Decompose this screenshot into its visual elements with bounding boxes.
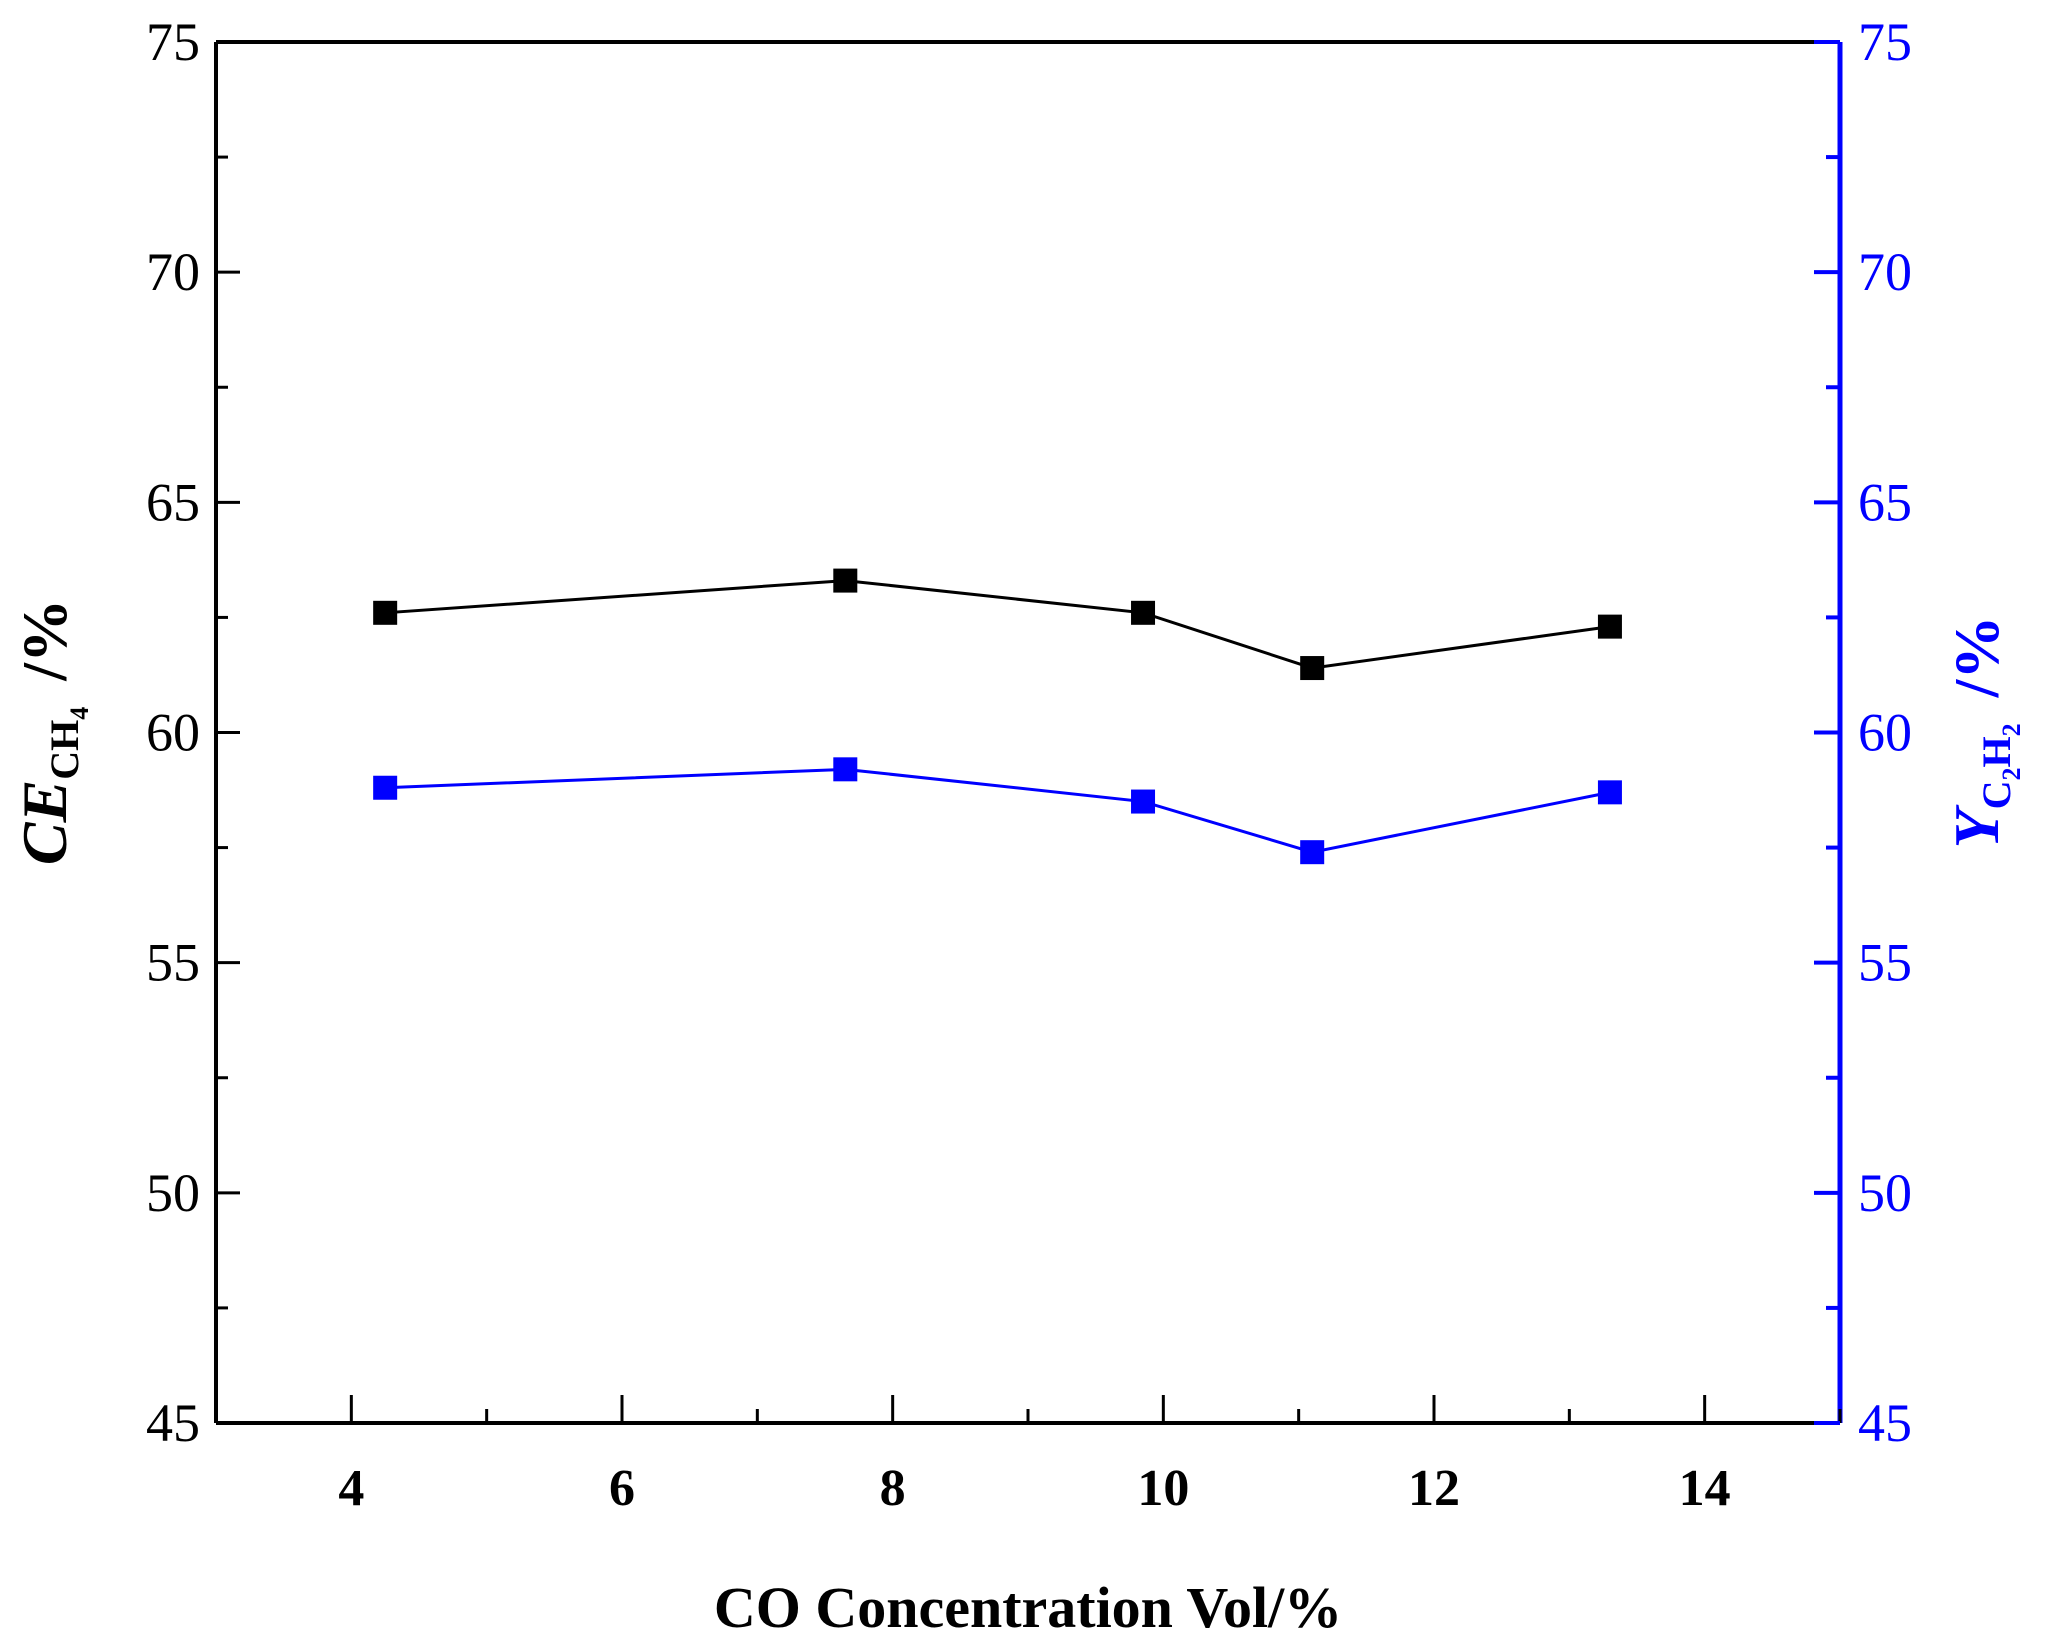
y-right-tick-label: 50 — [1858, 1163, 1912, 1223]
series-1-point — [1597, 780, 1622, 805]
y-left-tick-label: 55 — [146, 933, 200, 993]
x-axis-title: CO Concentration Vol/% — [714, 1575, 1342, 1631]
x-tick-label: 4 — [338, 1460, 364, 1517]
y-right-tick-label: 70 — [1858, 242, 1912, 302]
y-left-tick-label: 45 — [146, 1393, 200, 1453]
series-lines — [385, 579, 1611, 854]
series-0-point — [1300, 656, 1325, 681]
y-left-tick-label: 65 — [146, 472, 200, 532]
y-left-tick-label: 70 — [146, 242, 200, 302]
y-left-title-sub: CH — [42, 720, 87, 780]
y-right-title-sub2: H — [1974, 736, 2019, 767]
tick-marks — [214, 40, 1842, 1425]
y-left-axis-title: CECH4 /% — [9, 599, 94, 865]
series-0-point — [1597, 614, 1622, 639]
y-right-title-sub2-idx: 2 — [1997, 723, 2026, 736]
y-right-tick-label: 55 — [1858, 933, 1912, 993]
x-tick-label: 10 — [1137, 1460, 1189, 1517]
y-left-tick-label: 50 — [146, 1163, 200, 1223]
series-1-point — [1300, 840, 1325, 865]
y-left-tick-label: 75 — [146, 12, 200, 72]
y-left-title-unit: /% — [9, 599, 80, 682]
series-line-1 — [385, 767, 1611, 854]
y-right-title-unit: /% — [1941, 616, 2012, 699]
y-left-tick-label: 60 — [146, 703, 200, 763]
y-right-axis-title: YC2H2/% — [1941, 616, 2026, 849]
series-0-point — [373, 600, 398, 625]
tick-labels: 4 6 8 10 12 14 45 45 50 50 55 55 60 60 65 65 70 70 75 75 — [146, 12, 1912, 1517]
x-tick-label: 14 — [1679, 1460, 1731, 1517]
series-0-point — [833, 568, 858, 593]
series-markers — [373, 568, 1622, 865]
x-tick-label: 6 — [609, 1460, 635, 1517]
y-right-tick-label: 65 — [1858, 472, 1912, 532]
y-right-tick-label: 75 — [1858, 12, 1912, 72]
y-right-title-sub1: C — [1974, 780, 2019, 809]
y-left-title-main: CE — [9, 780, 80, 865]
x-tick-label: 8 — [880, 1460, 906, 1517]
y-right-title-sub1-idx: 2 — [1997, 767, 2026, 780]
series-1-point — [833, 757, 858, 782]
y-left-title-subsub: 4 — [65, 707, 94, 720]
series-1-point — [1131, 789, 1156, 814]
series-0-point — [1131, 600, 1156, 625]
x-tick-label: 12 — [1408, 1460, 1460, 1517]
y-right-tick-label: 60 — [1858, 703, 1912, 763]
y-right-title-main: Y — [1941, 804, 2012, 848]
y-right-tick-label: 45 — [1858, 1393, 1912, 1453]
series-1-point — [373, 775, 398, 800]
series-line-0 — [385, 579, 1611, 670]
